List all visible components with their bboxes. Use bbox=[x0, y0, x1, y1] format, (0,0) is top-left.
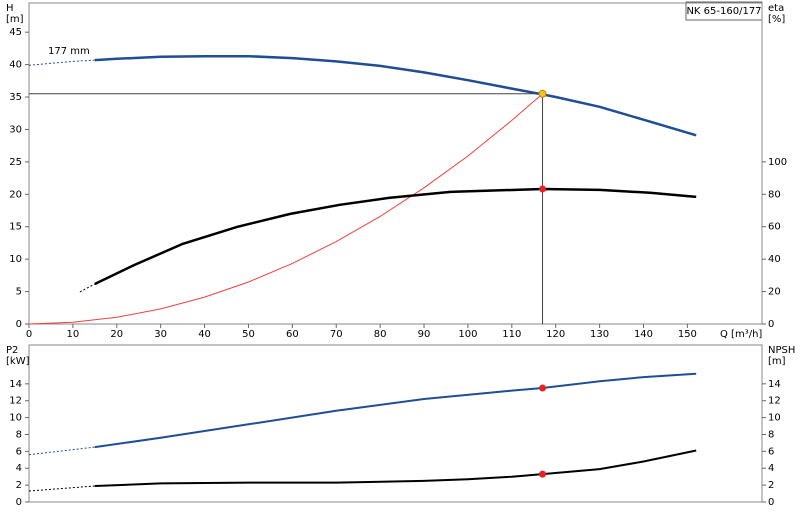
x-tick-label: 70 bbox=[330, 329, 343, 340]
x-axis-label: Q [m³/h] bbox=[720, 329, 762, 340]
y2-tick-label: 12 bbox=[768, 396, 781, 407]
y-tick-label: 0 bbox=[16, 497, 22, 508]
y2-tick-label: 40 bbox=[768, 254, 781, 265]
x-tick-label: 150 bbox=[678, 329, 697, 340]
y-tick-label: 45 bbox=[9, 27, 22, 38]
curve-extension bbox=[28, 446, 95, 456]
y-tick-label: 14 bbox=[9, 379, 22, 390]
y-tick-label: 8 bbox=[16, 429, 22, 440]
y-tick-label: 10 bbox=[9, 413, 22, 424]
y2-tick-label: 100 bbox=[768, 157, 787, 168]
curve bbox=[28, 93, 543, 325]
x-tick-label: 120 bbox=[546, 329, 565, 340]
y2-tick-label: 8 bbox=[768, 429, 774, 440]
y-tick-label: 35 bbox=[9, 92, 22, 103]
y-axis-unit: [kW] bbox=[6, 356, 30, 367]
y2-tick-label: 10 bbox=[768, 413, 781, 424]
y-tick-label: 12 bbox=[9, 396, 22, 407]
y2-tick-label: 2 bbox=[768, 480, 774, 491]
x-tick-label: 80 bbox=[374, 329, 387, 340]
duty-point bbox=[539, 470, 547, 478]
y-tick-label: 0 bbox=[16, 319, 22, 330]
y2-axis-label: eta bbox=[768, 3, 784, 14]
y2-tick-label: 60 bbox=[768, 222, 781, 233]
y2-tick-label: 4 bbox=[768, 463, 774, 474]
y2-axis-unit: [%] bbox=[768, 14, 785, 25]
y2-tick-label: 80 bbox=[768, 189, 781, 200]
x-tick-label: 50 bbox=[242, 329, 255, 340]
y-tick-label: 6 bbox=[16, 446, 22, 457]
plot-frame bbox=[28, 2, 763, 325]
x-tick-label: 100 bbox=[458, 329, 477, 340]
curve-extension bbox=[79, 283, 96, 293]
y-tick-label: 10 bbox=[9, 254, 22, 265]
curve-extension bbox=[28, 59, 95, 66]
duty-point bbox=[538, 89, 547, 98]
x-tick-label: 90 bbox=[418, 329, 431, 340]
duty-point bbox=[539, 185, 547, 193]
y-tick-label: 20 bbox=[9, 189, 22, 200]
y-tick-label: 2 bbox=[16, 480, 22, 491]
y2-axis-label: NPSH bbox=[768, 345, 795, 356]
curve bbox=[94, 54, 697, 137]
y2-tick-label: 0 bbox=[768, 319, 774, 330]
plot-frame bbox=[28, 344, 763, 503]
y2-tick-label: 20 bbox=[768, 287, 781, 298]
y-tick-label: 25 bbox=[9, 157, 22, 168]
x-tick-label: 10 bbox=[67, 329, 80, 340]
x-tick-label: 20 bbox=[110, 329, 123, 340]
y-axis-label: H bbox=[6, 3, 14, 14]
chart-title: NK 65-160/177 bbox=[686, 6, 761, 17]
duty-point bbox=[539, 384, 547, 392]
x-tick-label: 40 bbox=[198, 329, 211, 340]
impeller-annotation: 177 mm bbox=[48, 46, 90, 57]
y-tick-label: 40 bbox=[9, 60, 22, 71]
y-axis-unit: [m] bbox=[6, 14, 24, 25]
x-tick-label: 30 bbox=[154, 329, 167, 340]
y-tick-label: 30 bbox=[9, 124, 22, 135]
x-tick-label: 60 bbox=[286, 329, 299, 340]
y-tick-label: 5 bbox=[16, 287, 22, 298]
curve bbox=[94, 449, 697, 487]
y2-tick-label: 0 bbox=[768, 497, 774, 508]
x-tick-label: 110 bbox=[502, 329, 521, 340]
x-tick-label: 140 bbox=[634, 329, 653, 340]
x-tick-label: 130 bbox=[590, 329, 609, 340]
y-tick-label: 15 bbox=[9, 222, 22, 233]
y-axis-label: P2 bbox=[6, 345, 18, 356]
y2-tick-label: 14 bbox=[768, 379, 781, 390]
y-tick-label: 4 bbox=[16, 463, 22, 474]
curve-extension bbox=[28, 485, 95, 492]
curve bbox=[94, 187, 697, 286]
x-tick-label: 0 bbox=[26, 329, 32, 340]
y2-axis-unit: [m] bbox=[768, 356, 786, 367]
y2-tick-label: 6 bbox=[768, 446, 774, 457]
curve bbox=[94, 372, 697, 449]
